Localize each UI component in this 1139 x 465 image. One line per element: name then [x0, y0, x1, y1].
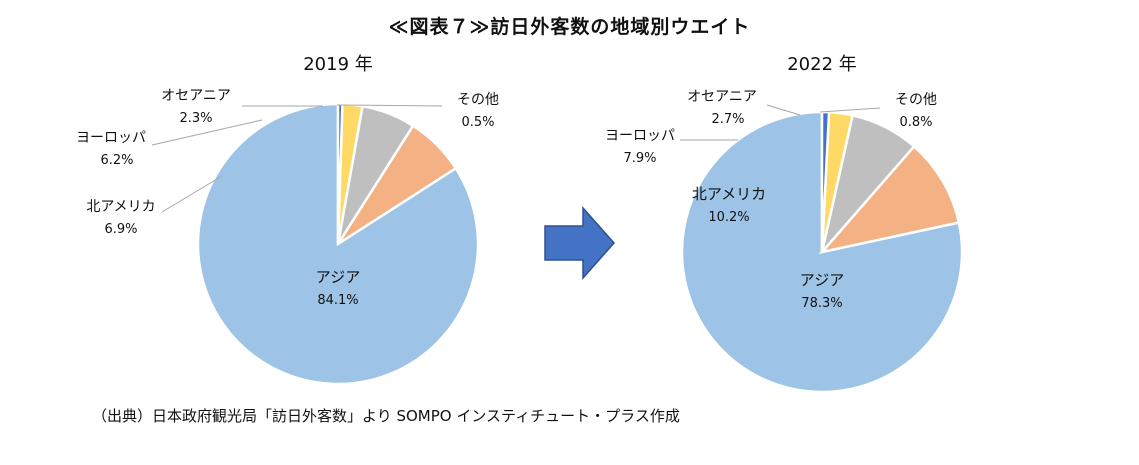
slice-value-label: 0.8%	[899, 115, 932, 130]
right-arrow-icon	[544, 206, 616, 280]
slice-label: オセアニア	[687, 89, 757, 105]
slice-label: ヨーロッパ	[76, 130, 146, 146]
slice-label: その他	[895, 92, 937, 108]
leader-line	[151, 119, 263, 146]
slice-value-label: 84.1%	[317, 293, 358, 308]
leader-line	[161, 175, 223, 213]
slice-label: ヨーロッパ	[605, 128, 675, 144]
slice-value-label: 7.9%	[623, 151, 656, 166]
slice-label: その他	[457, 92, 499, 108]
slice-value-label: 2.3%	[179, 111, 212, 126]
figure-title: ≪図表７≫訪日外客数の地域別ウエイト	[388, 16, 751, 38]
chart-title: 2019 年	[303, 54, 373, 75]
slice-label: アジア	[316, 268, 360, 286]
source-note: （出典）日本政府観光局「訪日外客数」より SOMPO インスティチュート・プラス…	[92, 407, 680, 425]
slice-label: 北アメリカ	[692, 185, 766, 203]
slice-value-label: 6.2%	[100, 153, 133, 168]
slice-value-label: 10.2%	[708, 210, 749, 225]
leader-line	[819, 107, 881, 113]
leader-line	[336, 104, 443, 107]
chart-title: 2022 年	[787, 54, 857, 75]
slice-label: オセアニア	[161, 88, 231, 104]
slice-value-label: 6.9%	[104, 222, 137, 237]
slice-label: 北アメリカ	[86, 199, 155, 215]
pie-slice	[818, 144, 961, 255]
slice-label: アジア	[800, 271, 844, 289]
pie-slice	[680, 110, 964, 394]
slice-value-label: 78.3%	[801, 296, 842, 311]
pie-slice	[336, 102, 344, 245]
slice-value-label: 2.7%	[711, 112, 744, 127]
leader-line	[766, 104, 801, 116]
slice-value-label: 0.5%	[461, 115, 494, 130]
